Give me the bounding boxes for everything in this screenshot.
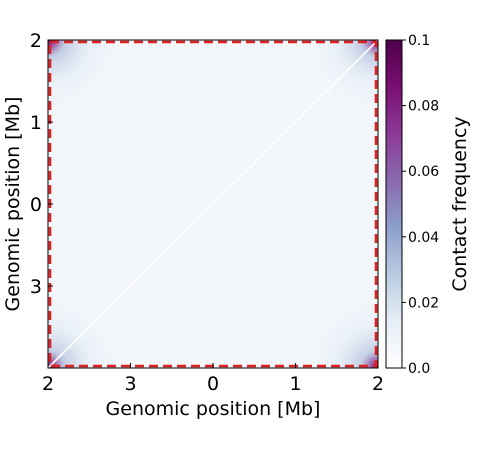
x-tick-label: 0	[207, 373, 219, 395]
x-tick-label: 1	[289, 373, 301, 395]
corner-enrichment-bottom-right	[268, 258, 378, 368]
colorbar-tick-label: 0.1	[408, 33, 430, 49]
heatmap-matrix	[47, 39, 379, 369]
heatmap-diagonal-line	[47, 39, 379, 369]
x-axis-title: Genomic position [Mb]	[106, 398, 321, 420]
y-axis-title: Genomic position [Mb]	[2, 97, 24, 312]
x-axis: 2 3 0 1 2	[42, 363, 384, 395]
y-tick-label: 2	[30, 30, 42, 52]
x-tick-label: 2	[372, 373, 384, 395]
y-tick-label: 1	[30, 112, 42, 134]
colorbar: 0.0 0.02 0.04 0.06 0.08 0.1 Contact frequency	[385, 33, 471, 377]
colorbar-tick-label: 0.0	[408, 361, 430, 377]
colorbar-gradient	[385, 39, 403, 369]
x-tick-label: 2	[42, 373, 54, 395]
colorbar-tick-label: 0.04	[408, 230, 439, 246]
colorbar-tick-label: 0.02	[408, 295, 439, 311]
corner-enrichment-top-left	[48, 40, 158, 150]
colorbar-ticks: 0.0 0.02 0.04 0.06 0.08 0.1	[402, 33, 439, 377]
colorbar-tick-label: 0.08	[408, 99, 439, 115]
y-axis: 2 1 0 3	[30, 30, 53, 298]
colorbar-tick-label: 0.06	[408, 164, 439, 180]
y-tick-label: 3	[30, 276, 42, 298]
x-tick-label: 3	[124, 373, 136, 395]
colorbar-label: Contact frequency	[449, 116, 471, 291]
y-tick-label: 0	[30, 194, 42, 216]
